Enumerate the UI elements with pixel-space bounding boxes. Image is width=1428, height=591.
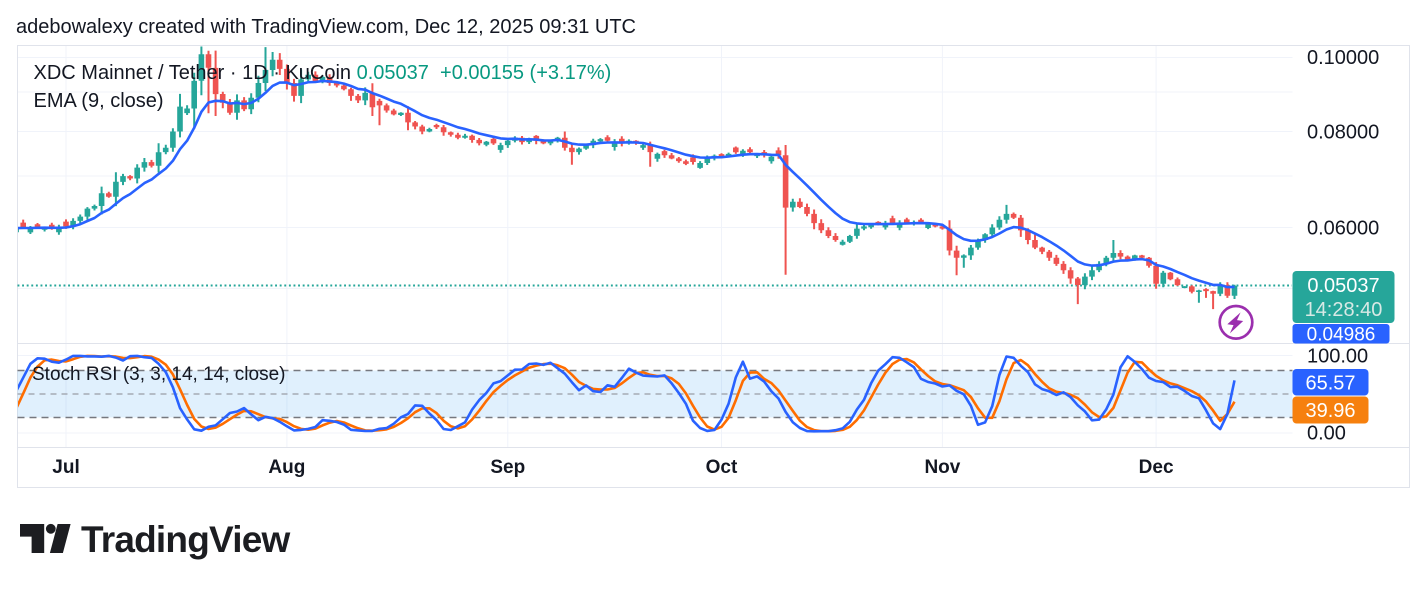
svg-text:Aug: Aug (268, 457, 305, 478)
svg-text:adebowalexy created with Tradi: adebowalexy created with TradingView.com… (16, 16, 636, 38)
svg-text:0.08000: 0.08000 (1307, 122, 1379, 144)
svg-text:Jul: Jul (52, 457, 79, 478)
svg-text:65.57: 65.57 (1305, 373, 1355, 395)
svg-text:Sep: Sep (490, 457, 525, 478)
svg-text:EMA (9, close): EMA (9, close) (34, 90, 164, 112)
svg-text:TradingView: TradingView (81, 519, 290, 560)
svg-text:Stoch RSI (3, 3, 14, 14, close: Stoch RSI (3, 3, 14, 14, close) (32, 364, 285, 385)
svg-text:Dec: Dec (1139, 457, 1174, 478)
svg-text:0.06000: 0.06000 (1307, 218, 1379, 240)
svg-text:Oct: Oct (706, 457, 738, 478)
svg-text:0.04986: 0.04986 (1307, 325, 1376, 346)
svg-text:0.05037: 0.05037 (1307, 275, 1379, 297)
svg-text:Nov: Nov (924, 457, 960, 478)
svg-text:14:28:40: 14:28:40 (1305, 299, 1383, 321)
svg-text:39.96: 39.96 (1305, 400, 1355, 422)
svg-text:0.10000: 0.10000 (1307, 47, 1379, 69)
svg-text:XDC Mainnet / Tether · 1D · Ku: XDC Mainnet / Tether · 1D · KuCoin 0.050… (34, 62, 612, 84)
svg-text:0.00: 0.00 (1307, 423, 1346, 445)
svg-text:100.00: 100.00 (1307, 346, 1368, 368)
